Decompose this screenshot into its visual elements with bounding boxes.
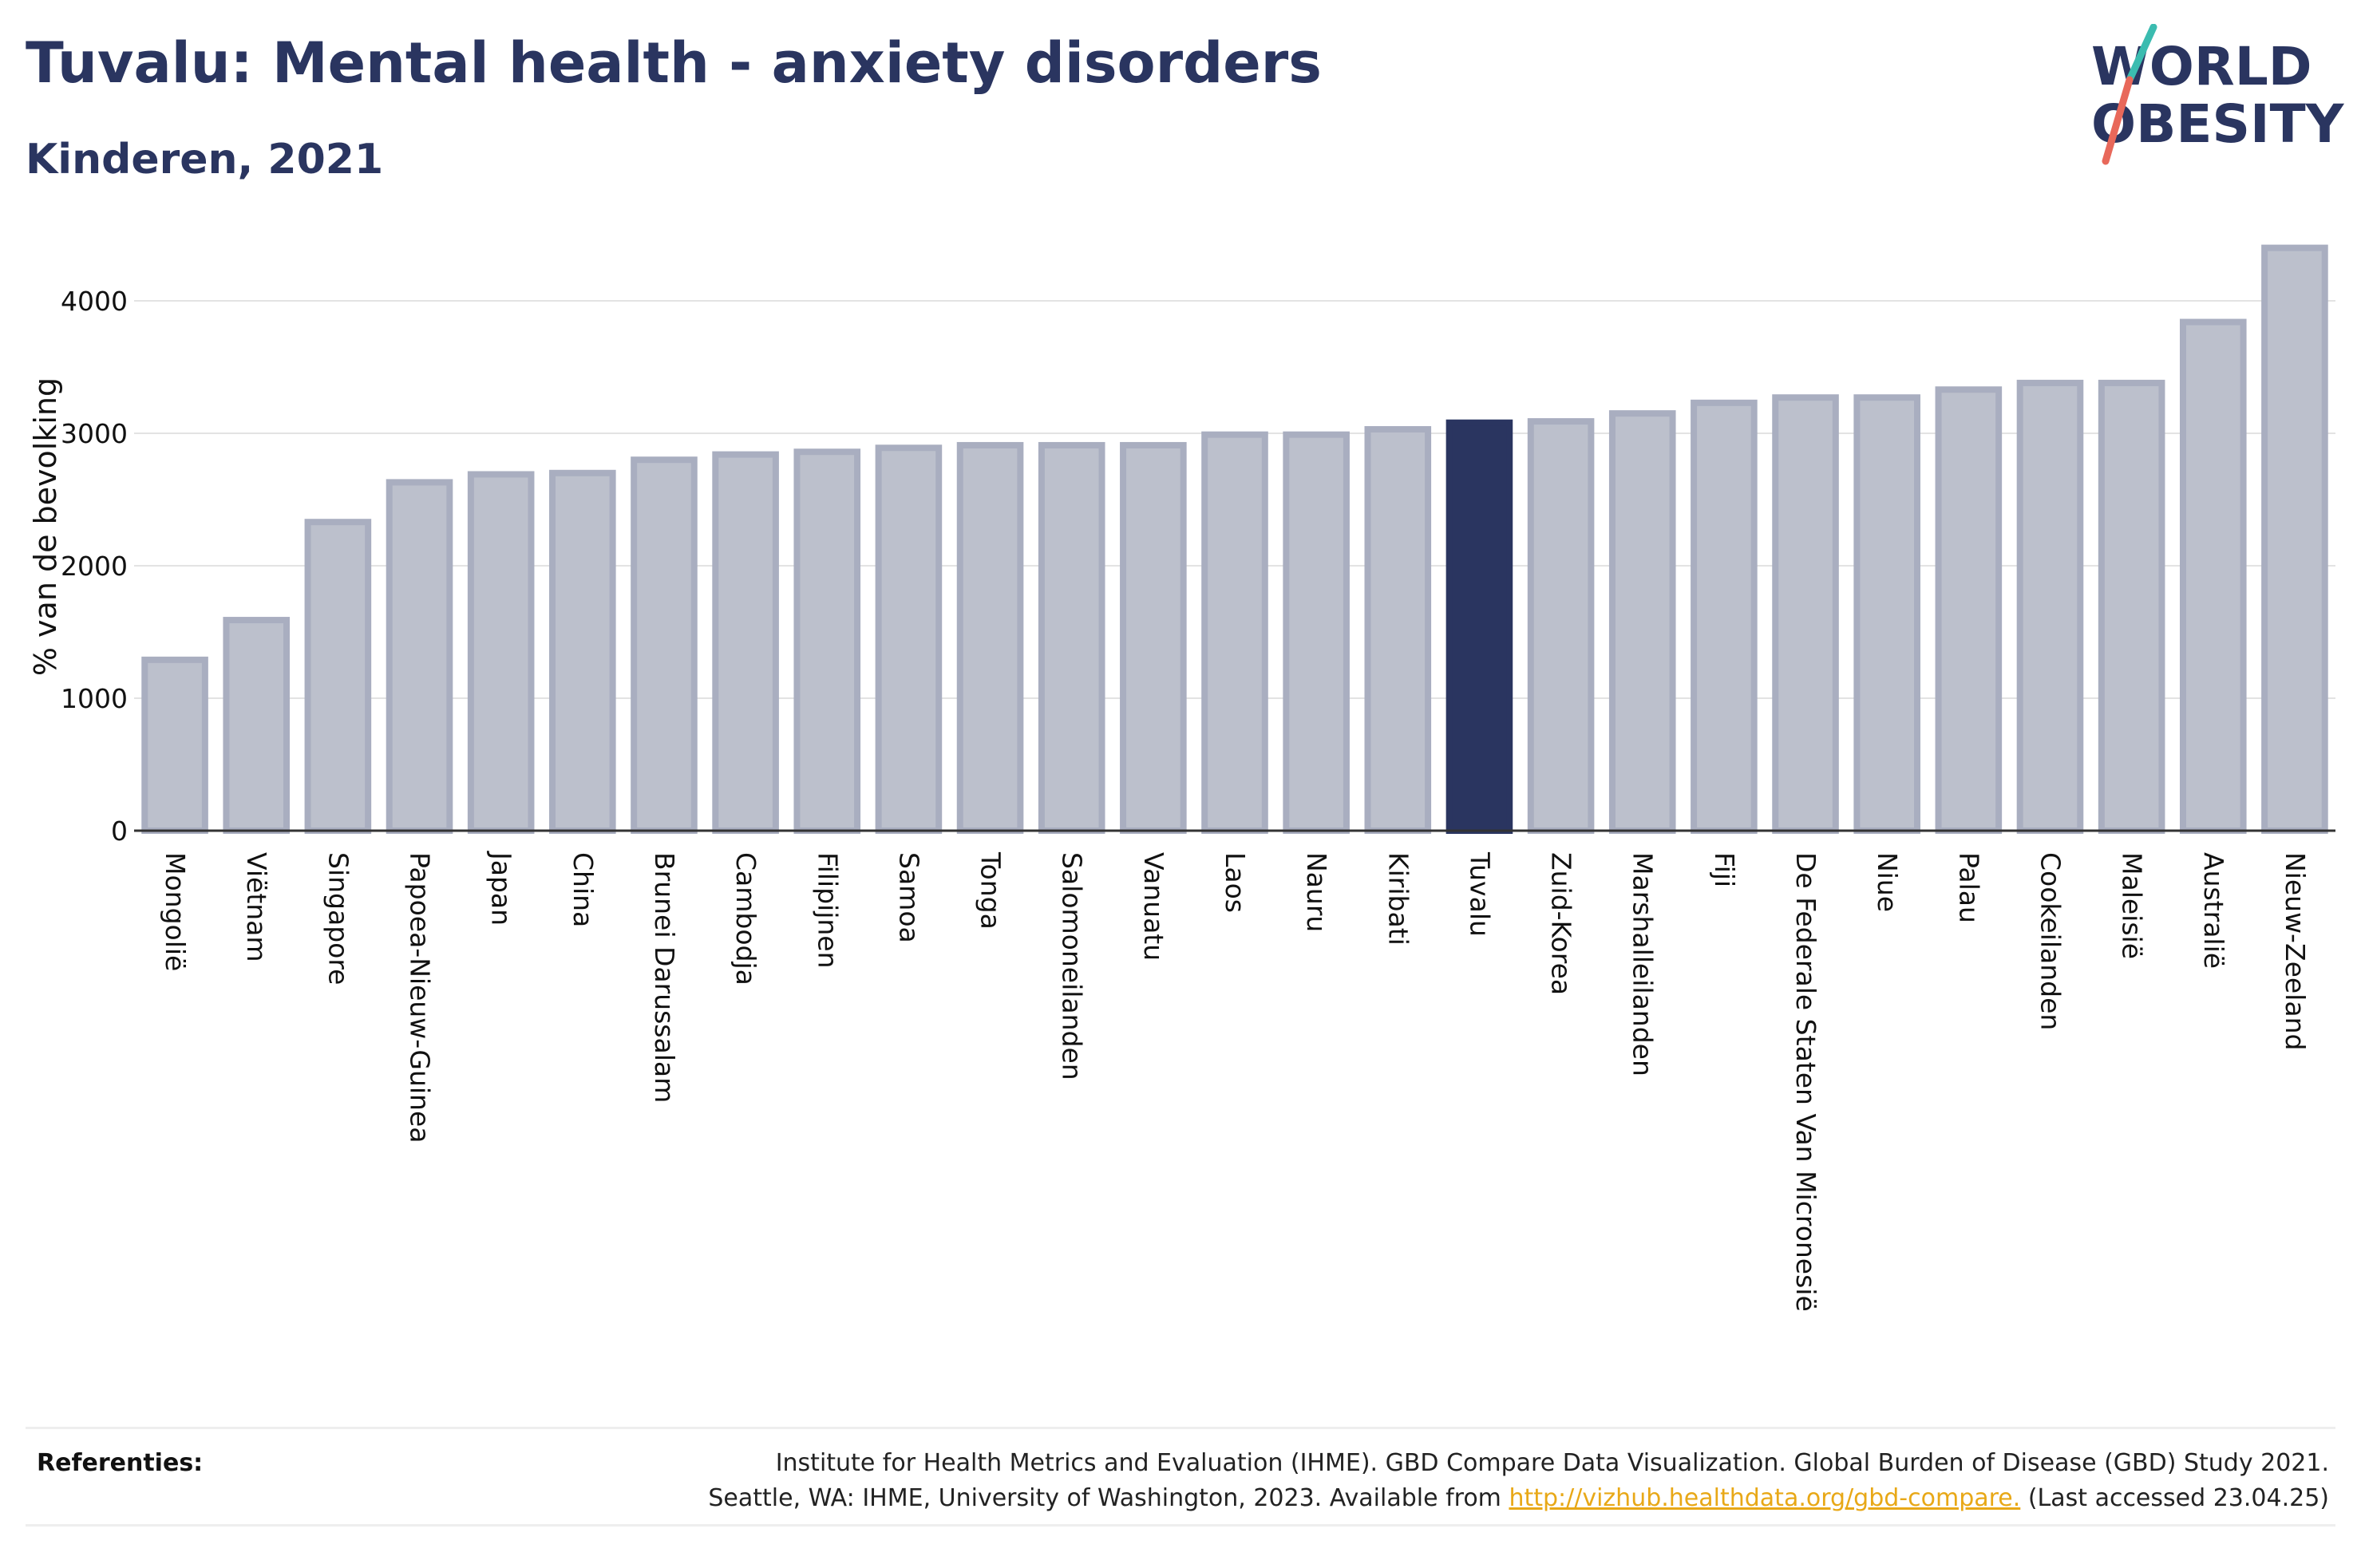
bar — [875, 444, 943, 834]
bar — [386, 479, 453, 834]
x-tick-label: Papoea-Nieuw-Guinea — [405, 852, 436, 1143]
references-top-rule — [26, 1427, 2335, 1429]
references-line-2-suffix: (Last accessed 23.04.25) — [2020, 1484, 2329, 1512]
x-tick-label: China — [568, 852, 599, 927]
bar — [141, 656, 208, 834]
x-tick-label: Japan — [486, 851, 517, 926]
x-tick-label: Australië — [2198, 852, 2229, 969]
bar — [631, 456, 698, 834]
bar — [1201, 431, 1268, 834]
y-tick-label: 1000 — [61, 683, 128, 714]
x-tick-label: Cookeilanden — [2035, 852, 2066, 1030]
chart-title: Tuvalu: Mental health - anxiety disorder… — [26, 30, 1322, 96]
bar — [712, 451, 779, 834]
logo-slash-coral — [2102, 76, 2134, 165]
bar — [2016, 379, 2084, 835]
bar — [1853, 394, 1920, 834]
x-tick-label: Mongolië — [160, 852, 191, 971]
y-tick-label: 2000 — [61, 551, 128, 582]
bar — [956, 441, 1024, 834]
bar — [1691, 399, 1758, 834]
world-obesity-logo: WORLD OBESITY — [2091, 24, 2345, 165]
x-tick-label: Kiribati — [1382, 852, 1414, 946]
x-tick-label: Fiji — [1709, 852, 1740, 887]
x-tick-label: Brunei Darussalam — [649, 852, 680, 1103]
bar — [304, 519, 372, 834]
bar — [1120, 441, 1187, 834]
bar — [2261, 244, 2328, 835]
bar — [793, 448, 861, 834]
bar — [1364, 426, 1432, 835]
x-tick-label: Nieuw-Zeeland — [2280, 852, 2311, 1050]
bar — [467, 471, 535, 835]
references-text: Institute for Health Metrics and Evaluat… — [493, 1446, 2329, 1516]
x-tick-label: Zuid-Korea — [1546, 852, 1577, 995]
references-label: Referenties: — [37, 1449, 204, 1477]
x-tick-label: Maleisië — [2117, 852, 2148, 959]
x-tick-label: Singapore — [322, 852, 354, 985]
references-link[interactable]: http://vizhub.healthdata.org/gbd-compare… — [1509, 1484, 2021, 1512]
x-tick-label: Tonga — [975, 851, 1006, 930]
bar — [2179, 318, 2247, 834]
x-tick-label: Samoa — [893, 852, 924, 943]
bar-chart: 0 1000 2000 3000 4000 Mongolië Viëtnam Singapo… — [28, 244, 2335, 1312]
y-tick-label: 0 — [111, 816, 128, 847]
chart-subtitle: Kinderen, 2021 — [26, 136, 384, 184]
bar — [223, 617, 291, 834]
logo-word-obesity: OBESITY — [2091, 93, 2345, 155]
x-tick-label: Niue — [1872, 852, 1903, 912]
bar — [1038, 441, 1105, 834]
x-tick-label: Tuvalu — [1464, 851, 1495, 937]
bar — [2098, 379, 2165, 835]
bar — [1772, 394, 1839, 834]
x-tick-label: Nauru — [1301, 852, 1332, 932]
references-line-2: Seattle, WA: IHME, University of Washing… — [493, 1481, 2329, 1516]
bar — [549, 469, 616, 834]
x-tick-label: Palau — [1953, 852, 1984, 923]
x-axis-ticks: Mongolië Viëtnam Singapore Papoea-Nieuw-Gui… — [160, 851, 2311, 1312]
references-line-1: Institute for Health Metrics and Evaluat… — [775, 1449, 2329, 1477]
y-axis-ticks: 0 1000 2000 3000 4000 — [61, 286, 128, 847]
x-tick-label: Viëtnam — [241, 852, 272, 962]
bar — [1935, 386, 2003, 835]
bar — [1283, 431, 1350, 834]
x-tick-label: Cambodja — [730, 852, 761, 985]
bar-highlight — [1445, 419, 1513, 834]
x-tick-label: Laos — [1220, 852, 1251, 913]
y-tick-label: 4000 — [61, 286, 128, 317]
references-line-2-prefix: Seattle, WA: IHME, University of Washing… — [708, 1484, 1509, 1512]
logo-slash-teal — [2126, 24, 2157, 84]
y-tick-label: 3000 — [61, 418, 128, 449]
references-bottom-rule — [26, 1524, 2335, 1527]
x-tick-label: Filipijnen — [812, 852, 843, 969]
y-axis-title: % van de bevolking — [28, 377, 63, 676]
bar — [1608, 410, 1676, 834]
x-tick-label: De Federale Staten Van Micronesië — [1790, 852, 1821, 1312]
x-tick-label: Salomoneilanden — [1057, 852, 1088, 1080]
x-tick-label: Marshalleilanden — [1627, 852, 1659, 1076]
x-tick-label: Vanuatu — [1138, 852, 1169, 961]
bar — [1527, 418, 1595, 834]
chart-bars — [141, 244, 2328, 835]
